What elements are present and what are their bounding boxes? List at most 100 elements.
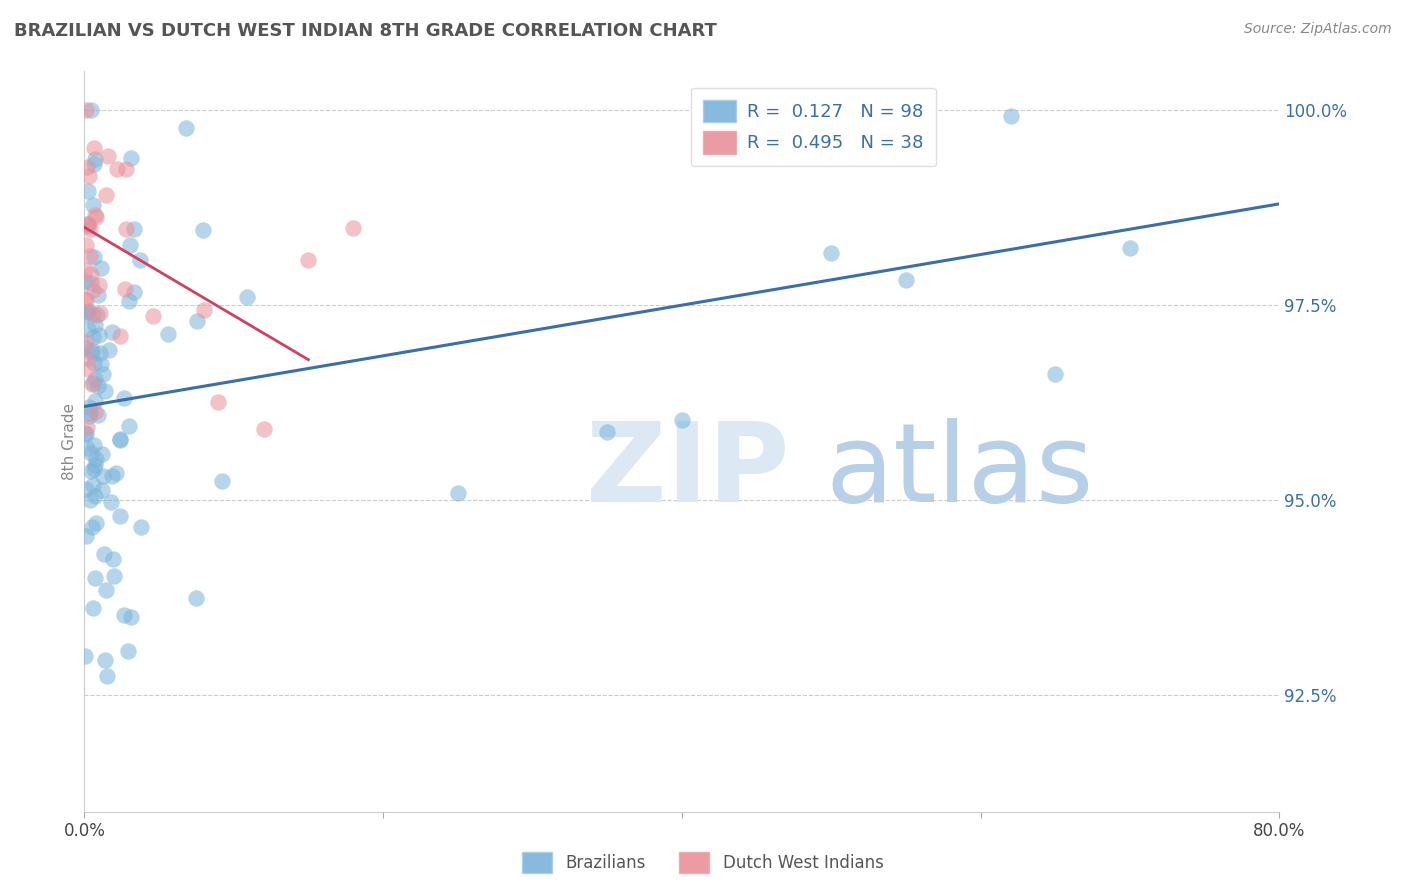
Point bbox=[77, 361, 100, 376]
Point bbox=[80, 446, 103, 460]
Point bbox=[77, 184, 100, 198]
Point bbox=[76, 420, 98, 434]
Point bbox=[447, 486, 470, 500]
Point bbox=[94, 384, 117, 398]
Point bbox=[83, 462, 105, 476]
Point bbox=[142, 310, 165, 324]
Point bbox=[115, 222, 138, 236]
Point bbox=[77, 322, 100, 336]
Point bbox=[79, 409, 101, 424]
Point bbox=[82, 478, 104, 492]
Point bbox=[76, 351, 98, 365]
Point bbox=[110, 433, 132, 447]
Point bbox=[76, 160, 98, 174]
Point bbox=[83, 141, 105, 155]
Point bbox=[83, 356, 105, 370]
Point bbox=[157, 327, 180, 342]
Point bbox=[128, 252, 150, 267]
Point bbox=[124, 221, 146, 235]
Point bbox=[104, 467, 127, 481]
Point bbox=[211, 474, 233, 488]
Point bbox=[87, 408, 110, 422]
Point bbox=[77, 169, 100, 183]
Point bbox=[75, 426, 97, 441]
Point bbox=[77, 219, 100, 234]
Point bbox=[75, 274, 97, 288]
Point bbox=[97, 149, 120, 163]
Point bbox=[1119, 241, 1142, 255]
Point bbox=[82, 307, 104, 321]
Point bbox=[84, 458, 107, 472]
Point bbox=[79, 249, 101, 263]
Point bbox=[86, 308, 108, 322]
Point bbox=[75, 341, 97, 355]
Point bbox=[118, 419, 141, 434]
Point bbox=[105, 162, 128, 177]
Point bbox=[112, 391, 135, 405]
Point bbox=[76, 335, 98, 350]
Point bbox=[83, 438, 105, 452]
Point bbox=[76, 218, 98, 232]
Point bbox=[103, 569, 125, 583]
Point bbox=[83, 372, 105, 386]
Point bbox=[75, 293, 97, 307]
Legend: R =  0.127   N = 98, R =  0.495   N = 38: R = 0.127 N = 98, R = 0.495 N = 38 bbox=[690, 87, 936, 166]
Point bbox=[80, 519, 103, 533]
Point bbox=[80, 465, 103, 479]
Point bbox=[1045, 367, 1067, 381]
Point bbox=[93, 653, 115, 667]
Point bbox=[89, 346, 111, 360]
Point bbox=[89, 306, 111, 320]
Point bbox=[83, 571, 105, 585]
Point bbox=[112, 608, 135, 623]
Point bbox=[90, 483, 112, 497]
Point bbox=[75, 426, 97, 441]
Point bbox=[90, 357, 112, 371]
Point bbox=[79, 406, 101, 420]
Point bbox=[80, 377, 103, 392]
Point bbox=[87, 277, 110, 292]
Point bbox=[110, 329, 132, 343]
Point bbox=[75, 263, 97, 277]
Point bbox=[84, 394, 107, 409]
Point bbox=[89, 328, 111, 343]
Text: BRAZILIAN VS DUTCH WEST INDIAN 8TH GRADE CORRELATION CHART: BRAZILIAN VS DUTCH WEST INDIAN 8TH GRADE… bbox=[14, 22, 717, 40]
Point bbox=[76, 482, 98, 496]
Point bbox=[80, 103, 103, 118]
Point bbox=[122, 285, 145, 299]
Point bbox=[82, 343, 104, 358]
Point bbox=[83, 157, 105, 171]
Point bbox=[131, 520, 153, 534]
Point bbox=[671, 413, 693, 427]
Point bbox=[80, 277, 103, 291]
Point bbox=[184, 591, 207, 605]
Point bbox=[253, 422, 276, 436]
Point bbox=[101, 552, 124, 566]
Point bbox=[87, 287, 110, 301]
Point bbox=[96, 669, 118, 683]
Point bbox=[83, 318, 105, 333]
Point bbox=[79, 222, 101, 236]
Y-axis label: 8th Grade: 8th Grade bbox=[62, 403, 77, 480]
Point bbox=[115, 162, 138, 177]
Point bbox=[1000, 109, 1022, 123]
Point bbox=[596, 425, 619, 439]
Point bbox=[75, 103, 97, 118]
Point bbox=[84, 489, 107, 503]
Point bbox=[207, 395, 229, 409]
Point bbox=[82, 376, 104, 390]
Point bbox=[82, 600, 104, 615]
Point bbox=[193, 223, 215, 237]
Legend: Brazilians, Dutch West Indians: Brazilians, Dutch West Indians bbox=[516, 846, 890, 880]
Point bbox=[79, 493, 101, 508]
Point bbox=[120, 610, 142, 624]
Point bbox=[83, 250, 105, 264]
Point bbox=[193, 303, 215, 318]
Point bbox=[76, 217, 98, 231]
Text: ZIP: ZIP bbox=[586, 417, 790, 524]
Point bbox=[84, 405, 107, 419]
Point bbox=[101, 469, 124, 483]
Point bbox=[236, 290, 259, 304]
Point bbox=[82, 283, 104, 297]
Point bbox=[77, 401, 100, 415]
